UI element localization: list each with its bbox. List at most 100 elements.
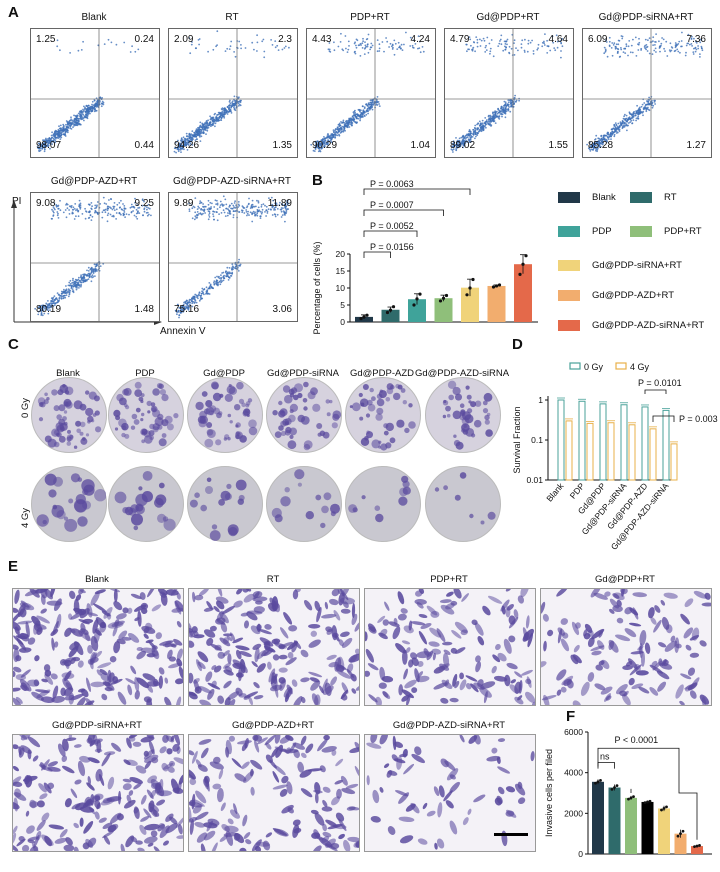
- flow-dot: [637, 43, 639, 46]
- colony: [215, 439, 222, 446]
- colony: [155, 494, 167, 506]
- flow-dot: [54, 134, 56, 137]
- flow-dot: [221, 280, 223, 282]
- flow-scatter: [583, 29, 711, 157]
- flow-dot: [489, 117, 492, 119]
- cell: [272, 654, 280, 661]
- flow-dot: [227, 279, 230, 281]
- flow-dot: [94, 209, 97, 212]
- cell: [339, 589, 349, 601]
- flow-dot: [589, 150, 592, 152]
- flow-dot: [208, 282, 211, 284]
- flow-dot: [78, 276, 80, 279]
- flow-dot: [130, 211, 133, 214]
- flow-dot: [80, 49, 83, 51]
- flow-dot: [228, 210, 231, 213]
- colony: [366, 431, 373, 439]
- flow-dot: [123, 41, 126, 44]
- flow-dot: [66, 123, 69, 126]
- panel-label-a: A: [8, 4, 19, 21]
- flow-dot: [468, 129, 471, 131]
- flow-dot: [361, 116, 364, 118]
- flow-dot: [125, 213, 128, 215]
- flow-dot: [81, 213, 84, 215]
- flow-dot: [216, 202, 219, 205]
- cell: [136, 677, 150, 689]
- legend-item: PDP+RT: [630, 226, 702, 237]
- cell: [54, 641, 59, 648]
- flow-dot: [55, 130, 58, 133]
- flow-dot: [49, 140, 51, 142]
- flow-dot: [91, 274, 94, 277]
- flow-dot: [54, 140, 57, 142]
- colony: [173, 413, 179, 419]
- flow-dot: [60, 290, 63, 293]
- flow-dot: [193, 133, 195, 136]
- colony-layer: [442, 380, 493, 450]
- flow-dot: [334, 134, 337, 137]
- flow-dot: [629, 51, 632, 54]
- flow-dot: [203, 210, 205, 213]
- flow-dot: [506, 38, 509, 41]
- legend-swatch: [615, 362, 627, 370]
- cell: [616, 599, 622, 607]
- colony: [234, 404, 241, 411]
- flow-dot: [65, 292, 68, 294]
- flow-dot: [67, 284, 70, 287]
- flow-dot: [206, 129, 209, 132]
- flow-dot: [198, 291, 201, 294]
- flow-dot: [264, 204, 266, 207]
- flow-dot: [510, 99, 513, 101]
- flow-dot: [102, 196, 105, 199]
- data-point: [391, 305, 396, 309]
- flow-dot: [90, 219, 93, 221]
- flow-dot: [194, 215, 197, 218]
- flow-dot: [135, 208, 138, 211]
- pi-axis-label: PI: [12, 196, 22, 207]
- flow-dot: [265, 209, 268, 212]
- cell: [253, 681, 260, 689]
- flow-dot: [203, 208, 206, 211]
- colony: [79, 431, 84, 436]
- flow-dot: [193, 131, 196, 134]
- flow-dot: [593, 147, 595, 149]
- flow-dot: [196, 208, 199, 210]
- flow-dot: [334, 131, 337, 134]
- data-point: [365, 313, 369, 317]
- flow-dot: [142, 214, 144, 216]
- cell: [176, 658, 183, 667]
- flow-dot: [195, 217, 197, 219]
- colony: [212, 392, 222, 402]
- flow-dot: [345, 47, 347, 50]
- cell: [27, 637, 36, 645]
- flow-dot: [228, 277, 231, 279]
- colony: [402, 400, 407, 405]
- flow-dot: [143, 200, 145, 203]
- cell: [418, 613, 428, 619]
- flow-dot: [184, 143, 187, 145]
- flow-dot: [106, 209, 109, 212]
- cell: [513, 609, 519, 619]
- flow-dot: [654, 103, 656, 105]
- flow-dot: [504, 109, 507, 112]
- flow-dot: [457, 139, 459, 142]
- flow-dot: [245, 209, 248, 211]
- flow-dot: [358, 44, 361, 46]
- flow-dot: [42, 304, 45, 307]
- cell: [377, 615, 386, 624]
- flow-dot: [209, 115, 211, 118]
- petri-dish: [187, 377, 263, 453]
- flow-dot: [699, 53, 701, 55]
- flow-dot: [634, 112, 636, 115]
- flow-dot: [54, 302, 57, 305]
- cell: [50, 673, 58, 680]
- flow-dot: [478, 130, 481, 132]
- panel-label-c: C: [8, 336, 19, 353]
- flow-dot: [321, 143, 323, 146]
- flow-dot: [367, 33, 370, 36]
- flow-dot: [50, 134, 53, 137]
- flow-dot: [57, 293, 60, 296]
- x-tick-label: Blank: [544, 480, 566, 503]
- flow-dot: [651, 53, 654, 55]
- flow-dot: [189, 140, 191, 143]
